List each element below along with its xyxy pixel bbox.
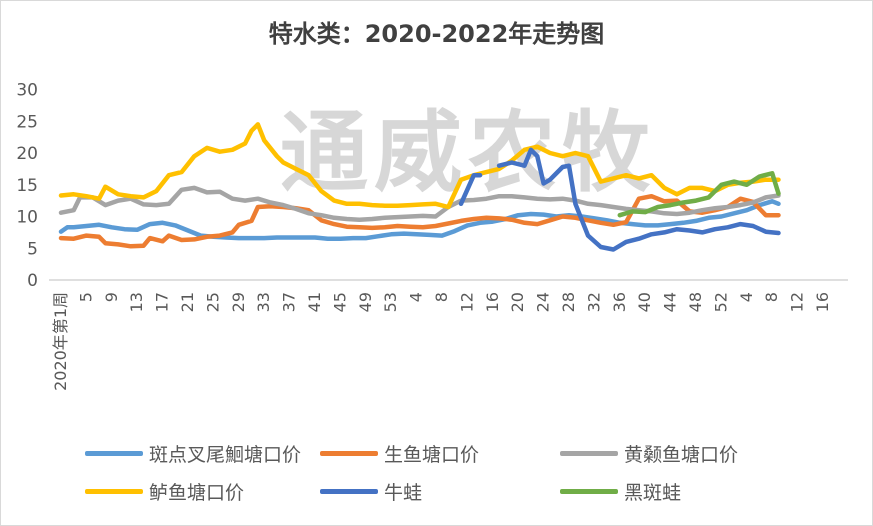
x-tick-label: 40 xyxy=(635,292,654,312)
x-tick-label: 20 xyxy=(508,292,527,312)
x-tick-label: 16 xyxy=(813,292,832,312)
watermark-text: 通威农牧 xyxy=(280,101,656,204)
x-tick-label: 29 xyxy=(229,292,248,312)
chart-title: 特水类：2020-2022年走势图 xyxy=(268,20,605,48)
y-tick-label: 5 xyxy=(27,239,38,259)
legend-swatch xyxy=(320,489,378,494)
y-tick-label: 30 xyxy=(16,81,38,101)
x-tick-label: 24 xyxy=(534,292,553,312)
x-tick-label: 44 xyxy=(661,292,680,312)
legend-swatch xyxy=(85,451,143,456)
y-tick-label: 10 xyxy=(16,208,38,228)
series-line-5 xyxy=(496,147,781,252)
legend-item-snakehead: 生鱼塘口价 xyxy=(320,440,479,467)
x-tick-label: 25 xyxy=(203,292,222,312)
y-tick-label: 20 xyxy=(16,144,38,164)
x-tick-label: 17 xyxy=(153,292,172,312)
x-tick-label: 13 xyxy=(127,292,146,312)
legend-item-yellow-catfish: 黄颡鱼塘口价 xyxy=(560,440,738,467)
y-tick-label: 25 xyxy=(16,112,38,132)
legend-label: 黄颡鱼塘口价 xyxy=(624,444,739,466)
series-lines xyxy=(58,122,781,252)
x-tick-label: 5 xyxy=(76,292,95,302)
series-line-3 xyxy=(58,122,781,210)
legend-label: 生鱼塘口价 xyxy=(384,444,480,466)
x-tick-label: 8 xyxy=(762,292,781,302)
x-tick-label: 33 xyxy=(254,292,273,312)
y-axis: 0 5 10 15 20 25 30 xyxy=(16,81,38,292)
x-tick-label: 52 xyxy=(711,292,730,312)
series-line-4 xyxy=(458,172,483,207)
legend-swatch xyxy=(560,451,618,456)
x-tick-label: 28 xyxy=(559,292,578,312)
x-tick-label: 41 xyxy=(305,292,324,312)
series-line-2 xyxy=(58,185,781,222)
x-tick-label: 16 xyxy=(483,292,502,312)
legend-item-black-spotted-frog: 黑斑蛙 xyxy=(560,478,681,505)
legend: 斑点叉尾鮰塘口价 生鱼塘口价 黄颡鱼塘口价 鲈鱼塘口价 牛蛙 黑斑蛙 xyxy=(0,440,873,510)
x-tick-label: 12 xyxy=(457,292,476,312)
x-tick-label: 2020年第1周 xyxy=(51,292,70,391)
x-tick-label: 45 xyxy=(330,292,349,312)
x-tick-label: 4 xyxy=(737,292,756,302)
legend-swatch xyxy=(560,489,618,494)
legend-item-bass: 鲈鱼塘口价 xyxy=(85,478,244,505)
x-tick-label: 32 xyxy=(584,292,603,312)
x-tick-label: 36 xyxy=(610,292,629,312)
x-tick-label: 49 xyxy=(356,292,375,312)
legend-label: 斑点叉尾鮰塘口价 xyxy=(149,444,302,466)
series-line-1 xyxy=(58,193,781,249)
legend-item-catfish: 斑点叉尾鮰塘口价 xyxy=(85,440,301,467)
series-line-6 xyxy=(617,171,781,218)
x-tick-label: 9 xyxy=(102,292,121,302)
legend-swatch xyxy=(320,451,378,456)
x-axis: 2020年第1周 5 9 13 17 21 25 29 33 37 41 45 49 53 4 8 12 16 20… xyxy=(51,292,832,391)
x-tick-label: 37 xyxy=(280,292,299,312)
legend-label: 黑斑蛙 xyxy=(624,482,682,504)
legend-label: 鲈鱼塘口价 xyxy=(149,482,245,504)
x-tick-label: 12 xyxy=(788,292,807,312)
legend-label: 牛蛙 xyxy=(384,482,423,504)
series-line-0 xyxy=(58,199,781,241)
x-tick-label: 21 xyxy=(178,292,197,312)
y-tick-label: 0 xyxy=(27,271,38,291)
legend-item-bullfrog: 牛蛙 xyxy=(320,478,422,505)
x-tick-label: 53 xyxy=(381,292,400,312)
legend-swatch xyxy=(85,489,143,494)
x-tick-label: 4 xyxy=(407,292,426,302)
x-tick-label: 48 xyxy=(686,292,705,312)
y-tick-label: 15 xyxy=(16,176,38,196)
x-tick-label: 8 xyxy=(432,292,451,302)
